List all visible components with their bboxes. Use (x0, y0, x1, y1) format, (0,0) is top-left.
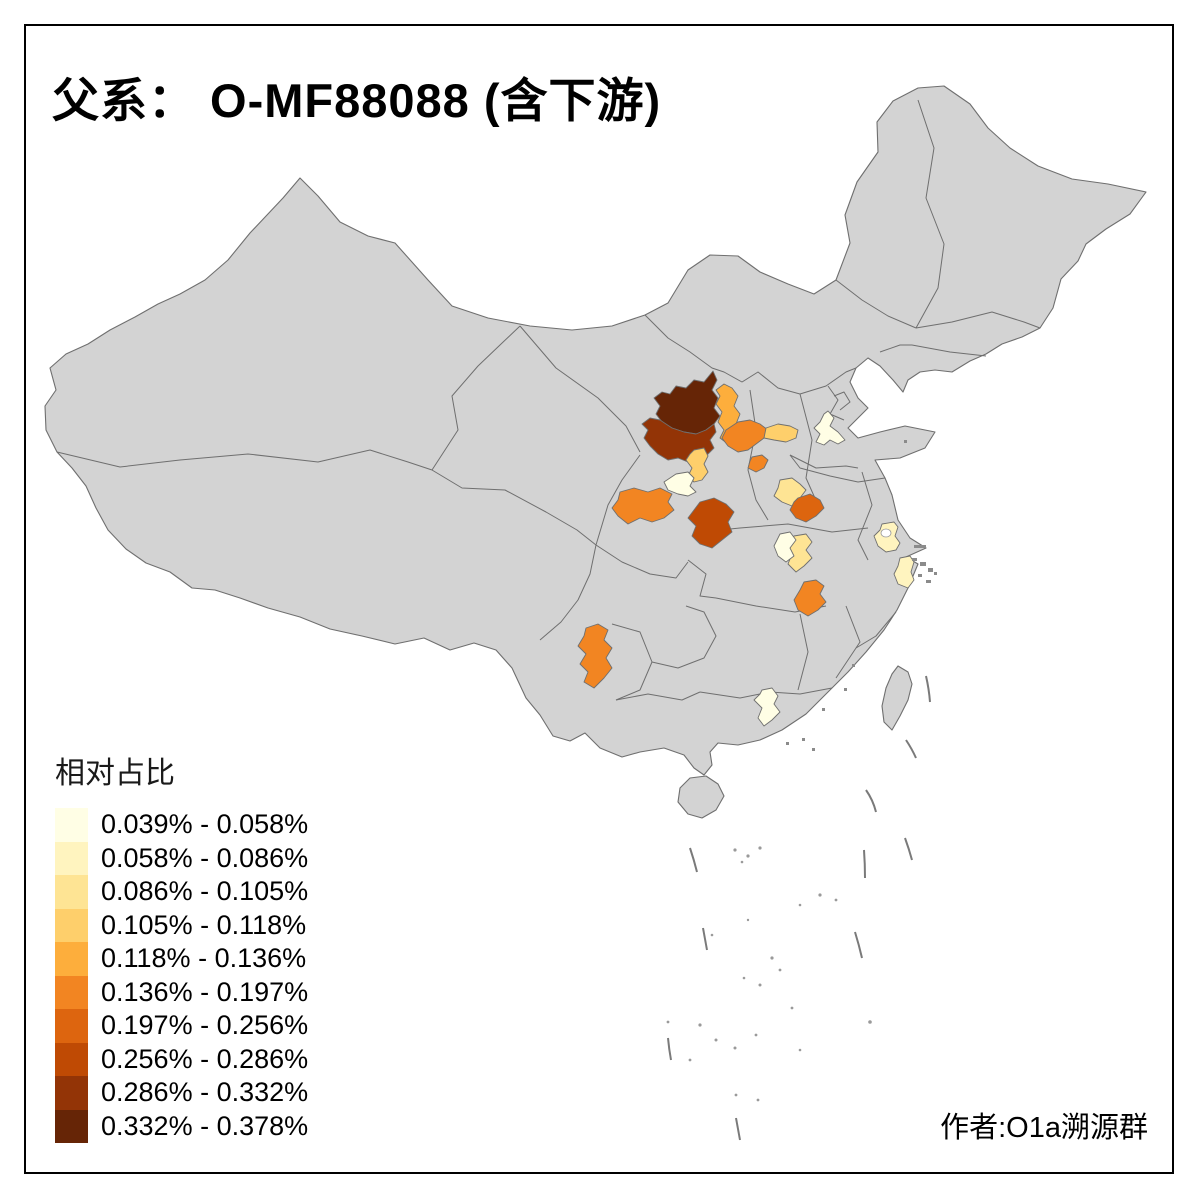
legend: 相对占比 0.039% - 0.058% 0.058% - 0.086% 0.086… (55, 748, 308, 1143)
legend-label-10: 0.332% - 0.378% (101, 1110, 309, 1141)
page-title: 父系： O-MF88088 (含下游) (52, 74, 662, 127)
map-region-r19 (753, 687, 781, 727)
map-region-r11 (687, 497, 735, 549)
legend-title: 相对占比 (55, 757, 175, 790)
legend-row-1: 0.039% - 0.058% (55, 808, 308, 842)
islands (666, 440, 937, 1141)
legend-row-2: 0.058% - 0.086% (55, 841, 309, 875)
legend-swatch-1 (55, 808, 88, 842)
legend-label-2: 0.058% - 0.086% (101, 842, 309, 873)
legend-swatch-2 (55, 841, 88, 875)
legend-entries: 0.039% - 0.058% 0.058% - 0.086% 0.086% - 0… (55, 808, 308, 1143)
map-region-r5 (763, 423, 799, 443)
legend-row-10: 0.332% - 0.378% (55, 1109, 309, 1143)
legend-swatch-5 (55, 942, 88, 976)
legend-swatch-6 (55, 975, 88, 1009)
south-sea-islets (666, 846, 872, 1102)
coastal-islets (786, 440, 937, 751)
map-region-r14a (773, 531, 797, 563)
province-borders (56, 99, 1041, 701)
map-region-r18 (577, 623, 613, 689)
hainan-island (677, 775, 725, 819)
map-region-r7 (747, 454, 769, 473)
map-region-r10 (611, 487, 675, 525)
map-region-r6 (813, 410, 846, 446)
legend-swatch-10 (55, 1109, 88, 1143)
highlighted-regions (577, 370, 915, 727)
attribution: 作者:O1a溯源群 (940, 1112, 1148, 1144)
map-region-r4 (721, 419, 769, 453)
legend-row-3: 0.086% - 0.105% (55, 875, 308, 909)
legend-swatch-8 (55, 1042, 88, 1076)
legend-label-8: 0.256% - 0.286% (101, 1043, 309, 1074)
legend-row-4: 0.105% - 0.118% (55, 908, 308, 942)
legend-label-4: 0.105% - 0.118% (101, 909, 307, 940)
map-region-r9 (663, 471, 697, 497)
map-region-r13 (789, 493, 825, 523)
legend-swatch-3 (55, 875, 88, 909)
legend-row-6: 0.136% - 0.197% (55, 975, 309, 1009)
map-region-r8 (685, 447, 709, 483)
nine-dash-line (667, 675, 931, 1141)
taiwan-island (881, 665, 913, 731)
legend-label-5: 0.118% - 0.136% (101, 943, 307, 973)
legend-label-6: 0.136% - 0.197% (101, 976, 309, 1007)
legend-row-8: 0.256% - 0.286% (55, 1042, 309, 1076)
legend-swatch-7 (55, 1009, 88, 1043)
legend-label-3: 0.086% - 0.105% (101, 876, 309, 906)
legend-row-9: 0.286% - 0.332% (55, 1076, 308, 1110)
legend-swatch-4 (55, 908, 88, 942)
legend-label-7: 0.197% - 0.256% (101, 1010, 309, 1040)
mainland-outline (44, 85, 1147, 776)
legend-row-7: 0.197% - 0.256% (55, 1009, 308, 1043)
legend-label-9: 0.286% - 0.332% (101, 1077, 309, 1107)
legend-label-1: 0.039% - 0.058% (101, 809, 309, 839)
map-region-r17 (793, 579, 827, 617)
legend-row-5: 0.118% - 0.136% (55, 942, 308, 976)
tai-lake (880, 528, 892, 538)
legend-swatch-9 (55, 1076, 88, 1110)
